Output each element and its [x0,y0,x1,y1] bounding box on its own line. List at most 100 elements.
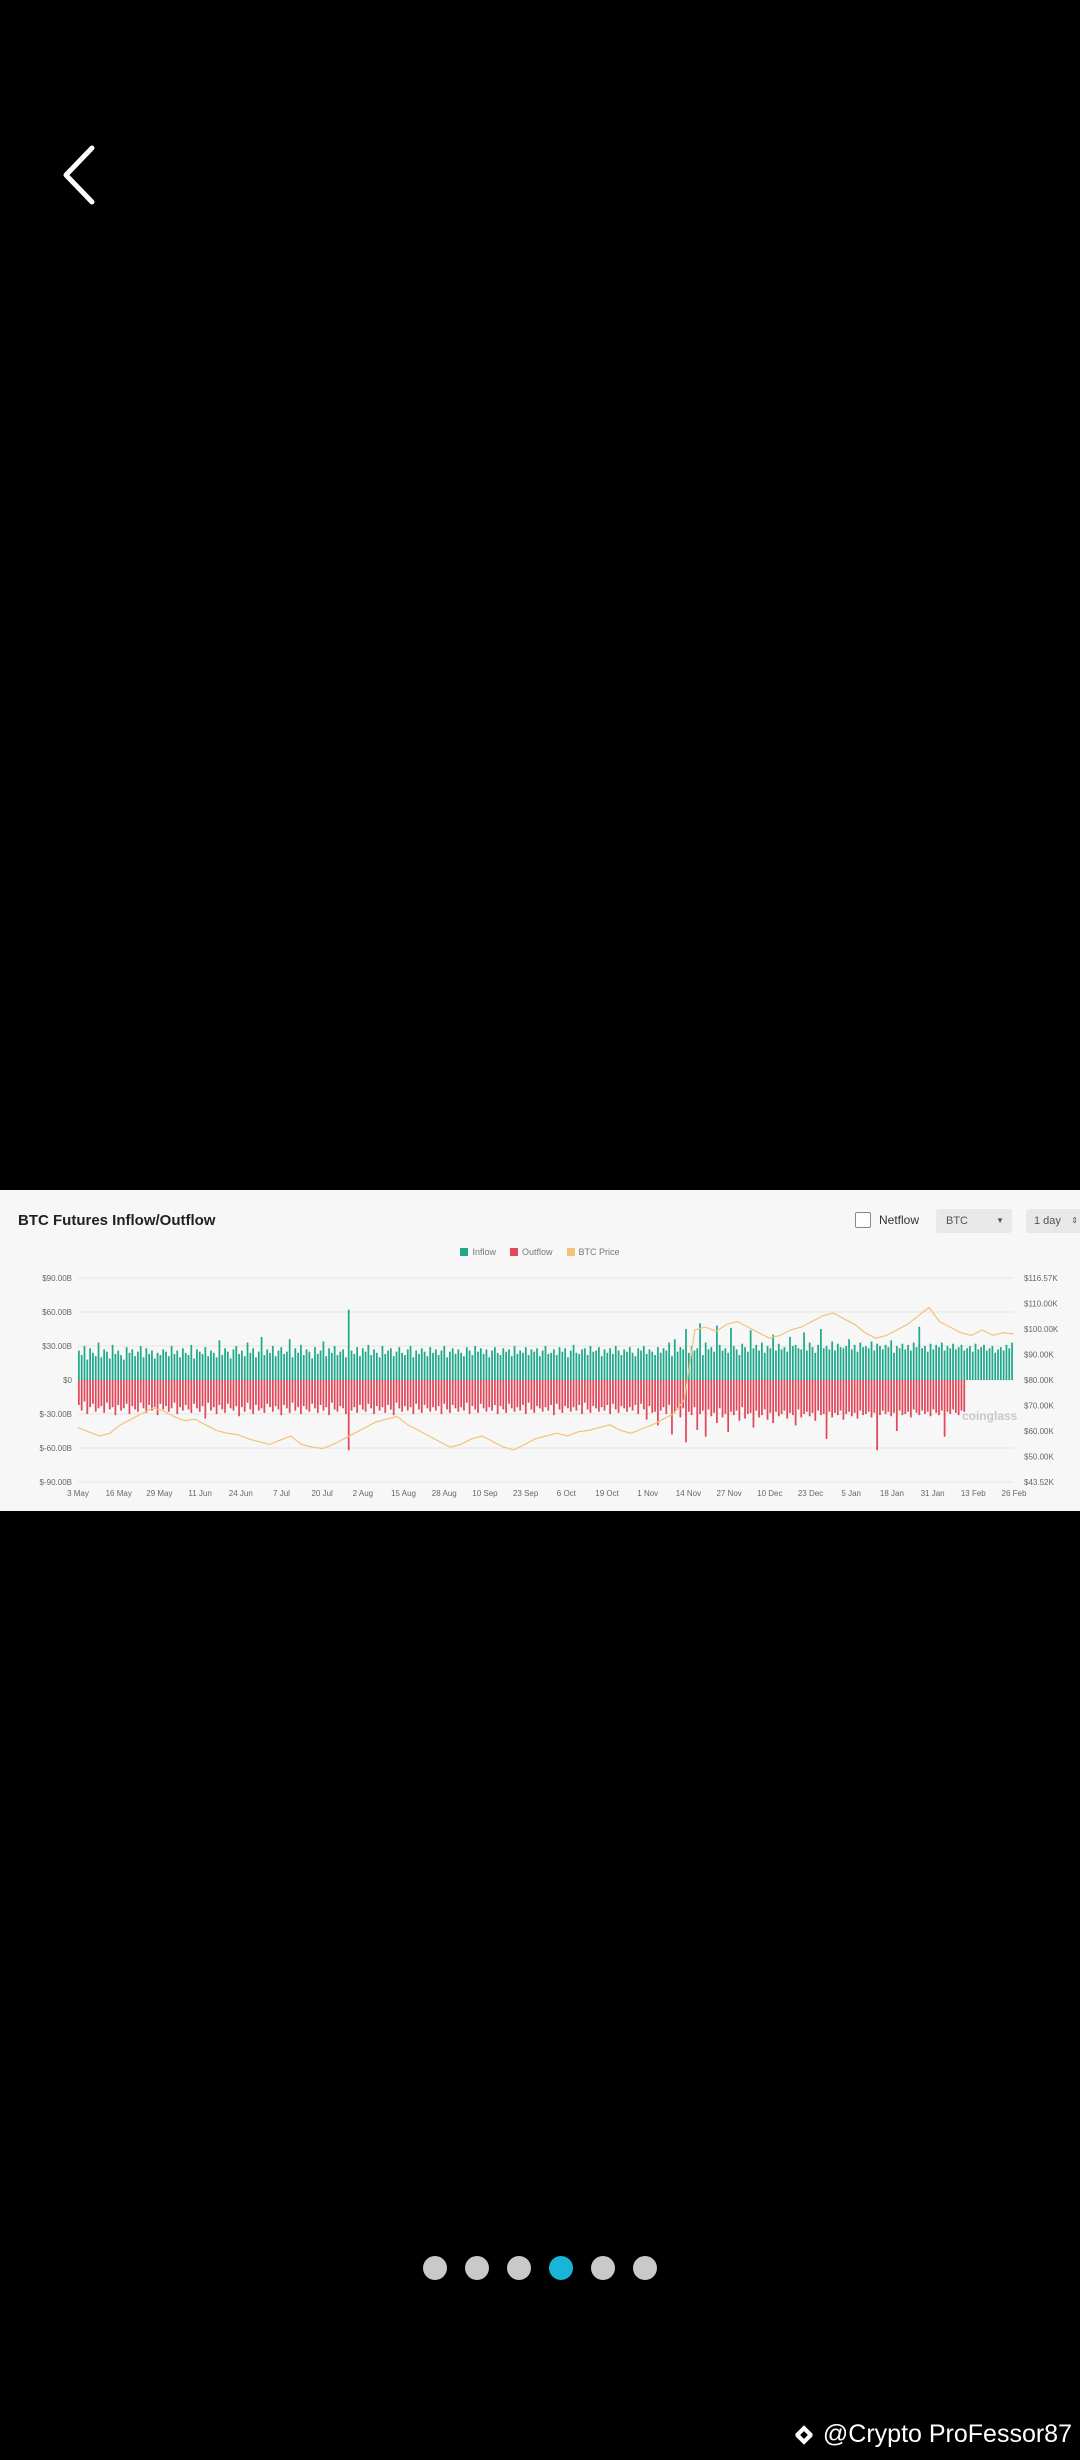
coin-select[interactable]: BTC ▼ [936,1209,1012,1233]
outflow-bar [642,1380,645,1410]
inflow-bar [187,1355,190,1380]
outflow-bar [924,1380,926,1414]
inflow-bar [426,1356,429,1380]
outflow-bar [415,1380,418,1404]
inflow-bar [609,1348,611,1380]
inflow-bar [384,1353,387,1380]
outflow-bar [522,1380,524,1405]
outflow-bar [609,1380,611,1414]
inflow-bar [901,1343,904,1380]
inflow-bar [491,1350,493,1380]
outflow-bar [510,1380,513,1409]
inflow-bar [834,1350,836,1380]
y-right-tick-label: $70.00K [1024,1402,1054,1411]
inflow-bar [226,1351,229,1380]
inflow-bar [938,1347,940,1380]
inflow-bar [797,1348,800,1380]
x-tick-label: 2 Aug [353,1489,373,1498]
outflow-bar [657,1380,659,1426]
outflow-bar [170,1380,173,1409]
outflow-bar [513,1380,516,1412]
page-dot-2[interactable] [465,2256,489,2280]
inflow-bar [527,1355,530,1380]
page-dot-3[interactable] [507,2256,531,2280]
inflow-bar [401,1352,403,1380]
inflow-bar [387,1350,389,1380]
inflow-bar [932,1349,935,1380]
outflow-bar [367,1380,370,1404]
inflow-bar [665,1350,668,1380]
interval-select-value: 1 day [1034,1215,1061,1227]
inflow-bar [988,1348,991,1380]
inflow-bar [696,1348,699,1380]
inflow-bar [522,1352,524,1380]
inflow-bar [814,1352,817,1380]
inflow-bar [482,1353,485,1380]
outflow-bar [418,1380,420,1410]
y-right-tick-label: $43.52K [1024,1478,1054,1487]
outflow-bar [446,1380,448,1410]
page-dot-6[interactable] [633,2256,657,2280]
interval-select[interactable]: 1 day ⇕ [1026,1209,1080,1233]
legend-item-btc-price[interactable]: BTC Price [566,1247,620,1257]
inflow-bar [758,1350,760,1380]
inflow-bar [485,1349,488,1380]
page-dot-1[interactable] [423,2256,447,2280]
outflow-bar [508,1380,510,1404]
x-tick-label: 24 Jun [229,1489,253,1498]
outflow-bar [789,1380,791,1413]
inflow-bar [465,1347,468,1380]
outflow-bar [603,1380,606,1411]
inflow-bar [100,1357,103,1380]
outflow-bar [494,1380,496,1405]
outflow-bar [390,1380,392,1410]
legend-item-outflow[interactable]: Outflow [509,1247,553,1257]
inflow-bar [547,1353,550,1380]
inflow-bar [538,1356,541,1380]
y-left-tick-label: $-30.00B [40,1410,72,1419]
outflow-bar [527,1380,530,1403]
outflow-bar [850,1380,853,1417]
outflow-bar [111,1380,114,1408]
outflow-bar [536,1380,538,1407]
outflow-bar [336,1380,339,1412]
page-dot-4[interactable] [549,2256,573,2280]
outflow-bar [614,1380,617,1410]
outflow-bar [730,1380,732,1412]
outflow-bar [550,1380,552,1405]
inflow-bar [716,1325,718,1380]
inflow-bar [572,1344,575,1380]
outflow-bar [221,1380,224,1410]
inflow-bar [746,1351,749,1380]
inflow-bar [783,1347,786,1380]
legend-label-outflow: Outflow [521,1247,553,1257]
outflow-bar [316,1380,319,1413]
inflow-bar [800,1349,803,1380]
inflow-bar [494,1347,496,1380]
page-dot-5[interactable] [591,2256,615,2280]
inflow-bar [271,1346,274,1380]
outflow-bar [226,1380,229,1404]
outflow-bar [946,1380,949,1412]
outflow-bar [359,1380,361,1405]
x-tick-label: 29 May [146,1489,172,1498]
netflow-checkbox[interactable] [855,1212,871,1228]
inflow-bar [207,1356,210,1380]
outflow-bar [454,1380,457,1409]
netflow-toggle[interactable]: Netflow [855,1212,919,1228]
inflow-bar [412,1357,415,1380]
outflow-bar [286,1380,288,1409]
outflow-bar [350,1380,353,1411]
inflow-bar [524,1347,527,1380]
outflow-bar [772,1380,775,1424]
legend-item-inflow[interactable]: Inflow [460,1247,496,1257]
back-button[interactable] [52,140,112,210]
inflow-bar [330,1352,333,1380]
inflow-bar [350,1350,353,1380]
outflow-bar [952,1380,954,1410]
inflow-bar [409,1346,412,1380]
outflow-bar [581,1380,583,1414]
inflow-bar [859,1342,862,1380]
x-tick-label: 1 Nov [637,1489,658,1498]
inflow-bar [218,1340,221,1380]
